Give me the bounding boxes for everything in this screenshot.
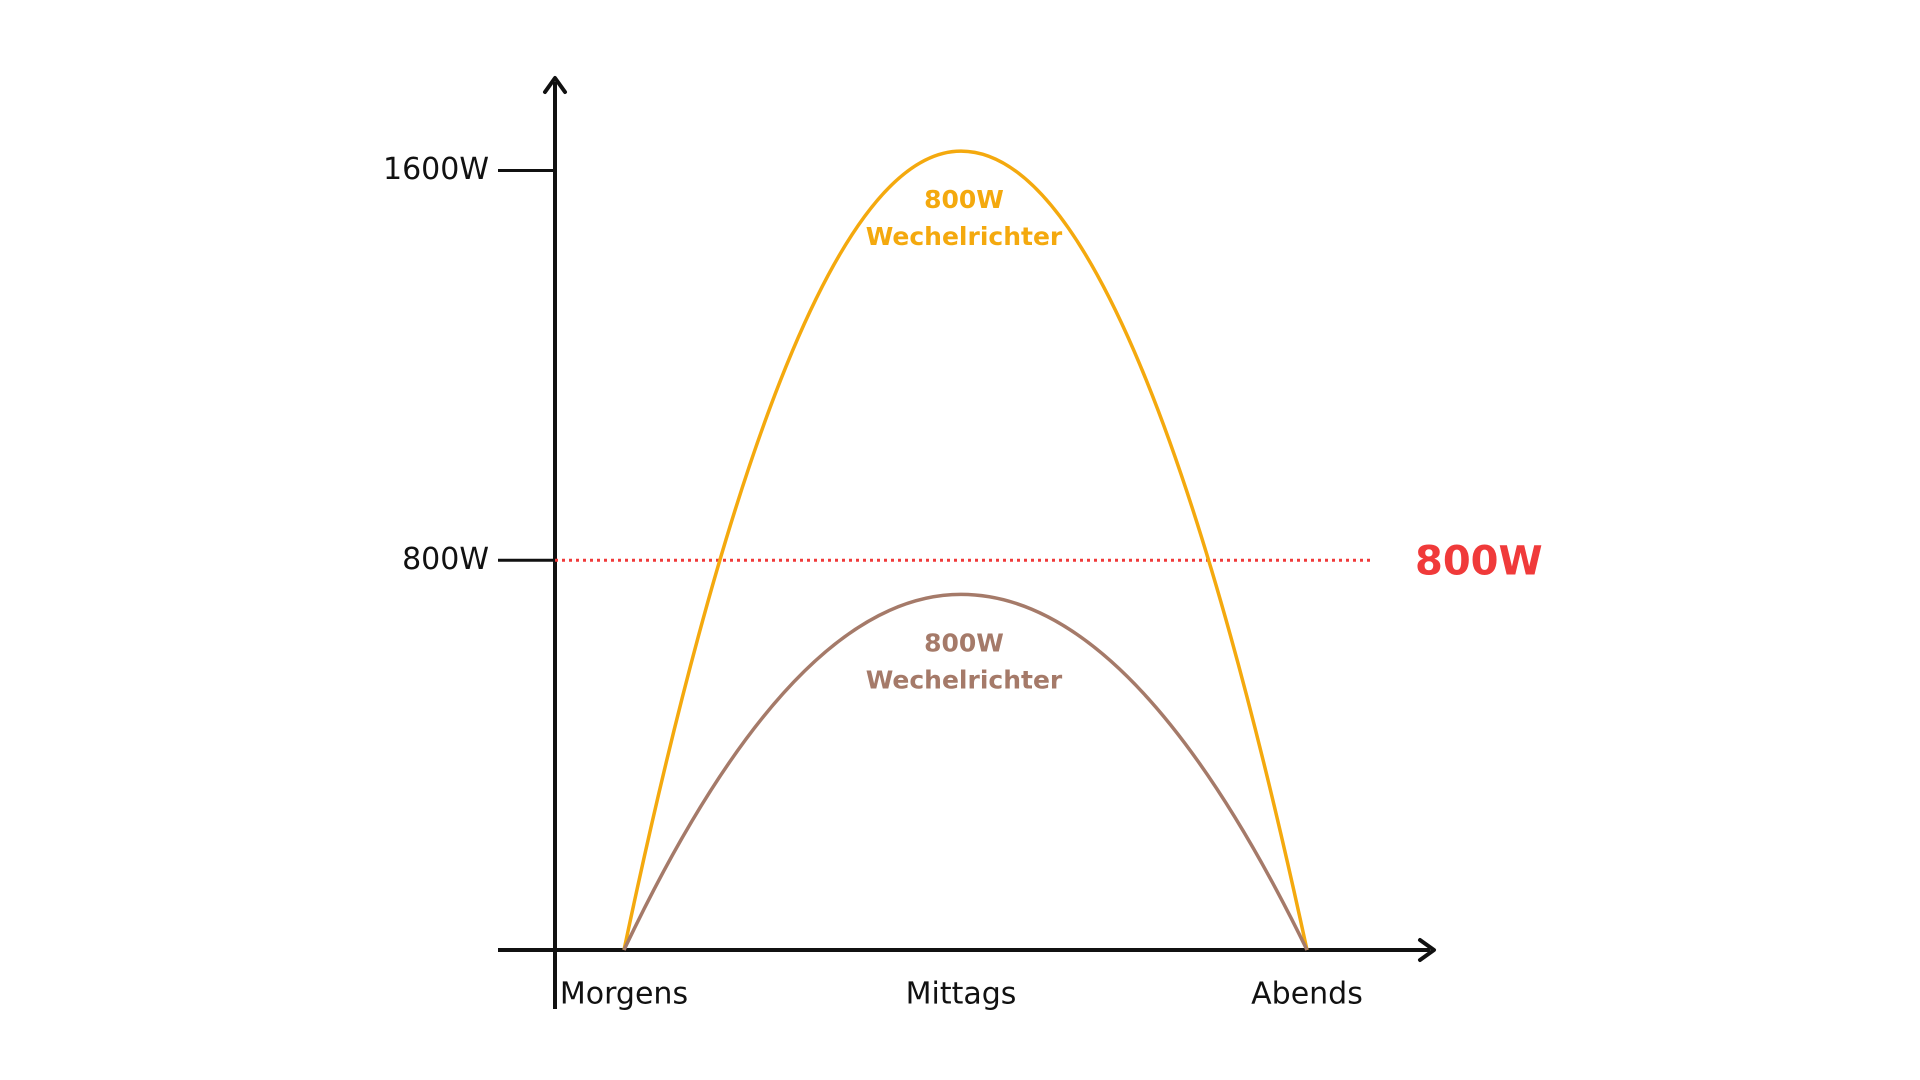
series-line [622, 149, 1309, 951]
x-tick-label: Mittags [906, 977, 1017, 1012]
series-line [622, 592, 1309, 951]
x-axis-arrow [1418, 938, 1436, 962]
series-label: Wechelrichter [866, 222, 1063, 251]
y-axis-arrow [543, 76, 567, 94]
series-label: Wechelrichter [866, 665, 1063, 694]
y-tick-label: 800W [402, 542, 489, 577]
x-tick-label: Morgens [560, 977, 688, 1012]
series-label: 800W [924, 628, 1004, 657]
x-tick-label: Abends [1251, 977, 1363, 1012]
y-tick-label: 1600W [383, 152, 489, 187]
series-label: 800W [924, 185, 1004, 214]
reference-label: 800W [1415, 538, 1543, 584]
